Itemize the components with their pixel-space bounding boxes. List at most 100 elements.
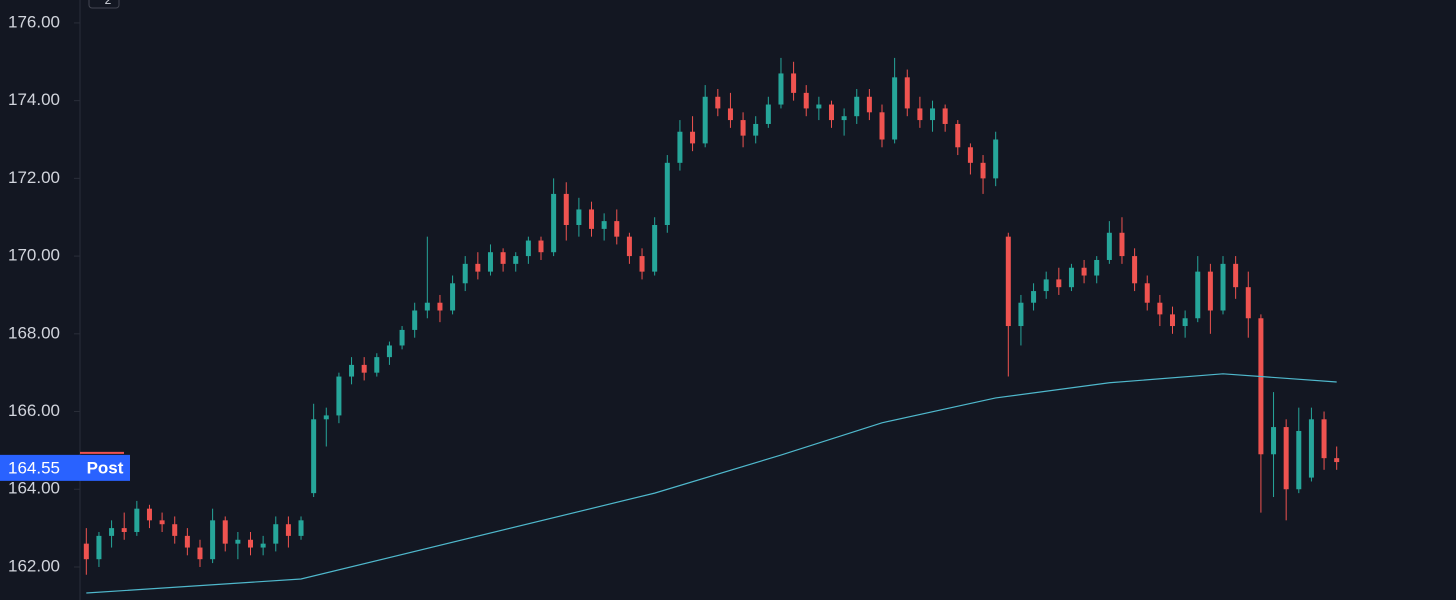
candle-body xyxy=(1005,236,1011,327)
candle-body xyxy=(791,73,797,93)
candle-body xyxy=(298,520,304,536)
candle-body xyxy=(778,73,784,105)
candle-body xyxy=(589,209,595,229)
candle-body xyxy=(146,508,152,521)
candle-body xyxy=(1182,318,1188,327)
last-price-label: 164.55 xyxy=(8,458,60,477)
candle-body xyxy=(513,256,519,264)
candle-body xyxy=(248,539,254,548)
candle-body xyxy=(1169,314,1175,327)
candle-body xyxy=(412,310,418,330)
candle-body xyxy=(626,236,632,257)
candle-body xyxy=(525,240,531,257)
candle-body xyxy=(677,131,683,163)
candle-body xyxy=(1308,419,1314,478)
candle-body xyxy=(904,77,910,109)
candle-body xyxy=(399,329,405,346)
candle-body xyxy=(576,209,582,225)
candle-body xyxy=(134,508,140,532)
candle-body xyxy=(450,283,456,311)
candle-body xyxy=(197,547,203,560)
candle-body xyxy=(1018,302,1024,327)
candle-body xyxy=(639,256,645,272)
candle-body xyxy=(349,364,355,377)
candle-body xyxy=(980,162,986,179)
candle-body xyxy=(690,131,696,144)
candle-body xyxy=(336,376,342,416)
candle-body xyxy=(1195,271,1201,319)
session-label: Post xyxy=(87,458,124,477)
candle-body xyxy=(1094,259,1100,276)
candle-body xyxy=(437,302,443,311)
candle-body xyxy=(816,104,822,109)
candle-body xyxy=(854,96,860,117)
candle-body xyxy=(311,419,317,494)
candle-body xyxy=(184,535,190,548)
candle-body xyxy=(323,415,329,420)
candle-body xyxy=(993,139,999,179)
candle-body xyxy=(1334,458,1340,463)
candle-body xyxy=(83,543,89,560)
candle-body xyxy=(942,108,948,124)
candle-body xyxy=(235,539,241,544)
session-badge xyxy=(80,454,130,481)
y-tick-label: 168.00 xyxy=(8,323,60,342)
candle-body xyxy=(563,193,569,225)
candle-body xyxy=(955,123,961,148)
candle-body xyxy=(1283,427,1289,490)
candle-body xyxy=(1271,427,1277,455)
candle-body xyxy=(96,535,102,560)
candle-body xyxy=(753,123,759,136)
candle-body xyxy=(879,112,885,140)
candle-body xyxy=(500,252,506,264)
candle-body xyxy=(159,520,165,525)
y-tick-label: 176.00 xyxy=(8,12,60,31)
candle-body xyxy=(866,96,872,113)
candle-body xyxy=(273,524,279,544)
candle-body xyxy=(1157,302,1163,315)
candle-body xyxy=(917,108,923,121)
candle-body xyxy=(1043,279,1049,292)
candle-body xyxy=(1207,271,1213,311)
candle-body xyxy=(462,263,468,284)
candle-body xyxy=(652,225,658,272)
candle-body xyxy=(1081,267,1087,276)
candle-body xyxy=(892,77,898,140)
candle-body xyxy=(740,120,746,136)
candle-body xyxy=(664,162,670,225)
candle-body xyxy=(614,221,620,237)
candle-body xyxy=(1106,232,1112,260)
candle-body xyxy=(1144,283,1150,303)
candle-body xyxy=(1220,263,1226,311)
candle-body xyxy=(727,108,733,121)
candle-body xyxy=(1233,263,1239,288)
candle-body xyxy=(1132,256,1138,284)
candle-body xyxy=(1245,287,1251,319)
moving-average xyxy=(86,373,1337,594)
candle-body xyxy=(285,524,291,536)
candle-body xyxy=(841,116,847,121)
last-price-badge xyxy=(0,454,80,481)
candle-body xyxy=(803,92,809,109)
candle-body xyxy=(601,221,607,229)
candle-body xyxy=(475,263,481,272)
candle-body xyxy=(210,520,216,560)
candle-body xyxy=(361,364,367,373)
y-tick-label: 164.00 xyxy=(8,479,60,498)
candle-body xyxy=(1321,419,1327,459)
candle-body xyxy=(967,147,973,163)
candle-body xyxy=(538,240,544,253)
y-tick-label: 170.00 xyxy=(8,246,60,265)
candle-body xyxy=(1056,279,1062,288)
candle-body xyxy=(487,252,493,272)
last-price-marker xyxy=(80,451,124,454)
candle-body xyxy=(374,357,380,373)
candle-body xyxy=(222,520,228,544)
toolbar-button[interactable] xyxy=(88,0,120,9)
y-tick-label: 174.00 xyxy=(8,90,60,109)
toolbar-badge[interactable]: 2 xyxy=(105,0,112,7)
candle-body xyxy=(551,193,557,253)
